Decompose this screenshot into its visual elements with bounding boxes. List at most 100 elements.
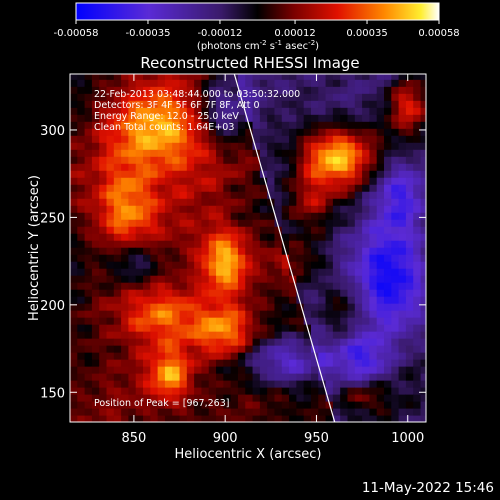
- image-pixel: [413, 401, 422, 409]
- image-pixel: [77, 114, 86, 122]
- image-pixel: [281, 275, 290, 283]
- image-pixel: [216, 261, 224, 269]
- image-pixel: [332, 135, 341, 143]
- image-pixel: [405, 233, 414, 241]
- image-pixel: [362, 282, 370, 290]
- image-pixel: [194, 177, 203, 185]
- image-pixel: [354, 219, 363, 227]
- image-pixel: [208, 198, 217, 206]
- colorbar-tick-label: 0.00058: [418, 28, 459, 39]
- image-pixel: [70, 380, 78, 388]
- image-pixel: [340, 261, 349, 269]
- image-pixel: [91, 275, 100, 283]
- image-pixel: [296, 170, 305, 178]
- image-pixel: [99, 345, 108, 353]
- image-pixel: [237, 394, 246, 402]
- image-pixel: [281, 373, 290, 381]
- image-pixel: [99, 177, 108, 185]
- image-pixel: [164, 296, 173, 304]
- image-pixel: [398, 380, 407, 388]
- image-pixel: [325, 345, 334, 353]
- image-pixel: [325, 268, 334, 276]
- image-pixel: [332, 247, 341, 255]
- image-pixel: [135, 282, 144, 290]
- image-pixel: [128, 226, 137, 234]
- image-pixel: [237, 219, 246, 227]
- image-pixel: [318, 415, 327, 422]
- image-pixel: [384, 212, 392, 220]
- image-pixel: [405, 212, 414, 220]
- image-pixel: [230, 373, 239, 381]
- image-pixel: [252, 296, 261, 304]
- image-pixel: [405, 261, 414, 269]
- image-pixel: [391, 401, 400, 409]
- image-pixel: [318, 275, 327, 283]
- image-pixel: [420, 317, 426, 325]
- image-pixel: [340, 128, 349, 136]
- image-pixel: [223, 170, 232, 178]
- image-pixel: [172, 373, 181, 381]
- image-pixel: [362, 275, 370, 283]
- image-pixel: [296, 198, 305, 206]
- image-pixel: [281, 289, 290, 297]
- image-pixel: [91, 289, 100, 297]
- image-pixel: [391, 415, 400, 422]
- image-pixel: [77, 345, 86, 353]
- image-pixel: [91, 352, 100, 360]
- image-pixel: [310, 191, 319, 199]
- image-pixel: [274, 177, 283, 185]
- image-pixel: [413, 415, 422, 422]
- image-pixel: [237, 373, 246, 381]
- image-pixel: [347, 373, 356, 381]
- image-pixel: [332, 352, 341, 360]
- image-pixel: [362, 79, 370, 87]
- image-pixel: [172, 226, 181, 234]
- image-pixel: [172, 100, 181, 108]
- image-pixel: [303, 121, 312, 129]
- image-pixel: [143, 79, 151, 87]
- image-pixel: [201, 156, 210, 164]
- image-pixel: [150, 163, 159, 171]
- image-pixel: [194, 296, 203, 304]
- image-pixel: [150, 184, 159, 192]
- image-pixel: [354, 303, 363, 311]
- image-pixel: [362, 254, 370, 262]
- image-pixel: [99, 198, 108, 206]
- image-pixel: [332, 324, 341, 332]
- image-pixel: [318, 205, 327, 213]
- image-pixel: [325, 226, 334, 234]
- image-pixel: [128, 177, 137, 185]
- image-pixel: [208, 366, 217, 374]
- image-pixel: [281, 121, 290, 129]
- image-pixel: [91, 345, 100, 353]
- image-pixel: [413, 352, 422, 360]
- image-pixel: [106, 366, 115, 374]
- image-pixel: [77, 205, 86, 213]
- image-pixel: [391, 303, 400, 311]
- image-pixel: [354, 191, 363, 199]
- image-pixel: [237, 366, 246, 374]
- image-pixel: [237, 170, 246, 178]
- image-pixel: [113, 275, 122, 283]
- image-pixel: [186, 107, 195, 115]
- image-pixel: [325, 366, 334, 374]
- image-pixel: [405, 401, 414, 409]
- image-pixel: [354, 345, 363, 353]
- image-pixel: [237, 268, 246, 276]
- image-pixel: [237, 128, 246, 136]
- image-pixel: [121, 74, 130, 80]
- image-pixel: [223, 93, 232, 101]
- image-pixel: [296, 387, 305, 395]
- image-pixel: [70, 289, 78, 297]
- image-pixel: [186, 310, 195, 318]
- image-pixel: [369, 233, 378, 241]
- image-pixel: [77, 408, 86, 416]
- image-pixel: [405, 338, 414, 346]
- image-pixel: [77, 93, 86, 101]
- image-pixel: [252, 191, 261, 199]
- image-pixel: [208, 415, 217, 422]
- image-pixel: [135, 366, 144, 374]
- image-pixel: [259, 352, 268, 360]
- image-pixel: [99, 149, 108, 157]
- image-pixel: [157, 107, 166, 115]
